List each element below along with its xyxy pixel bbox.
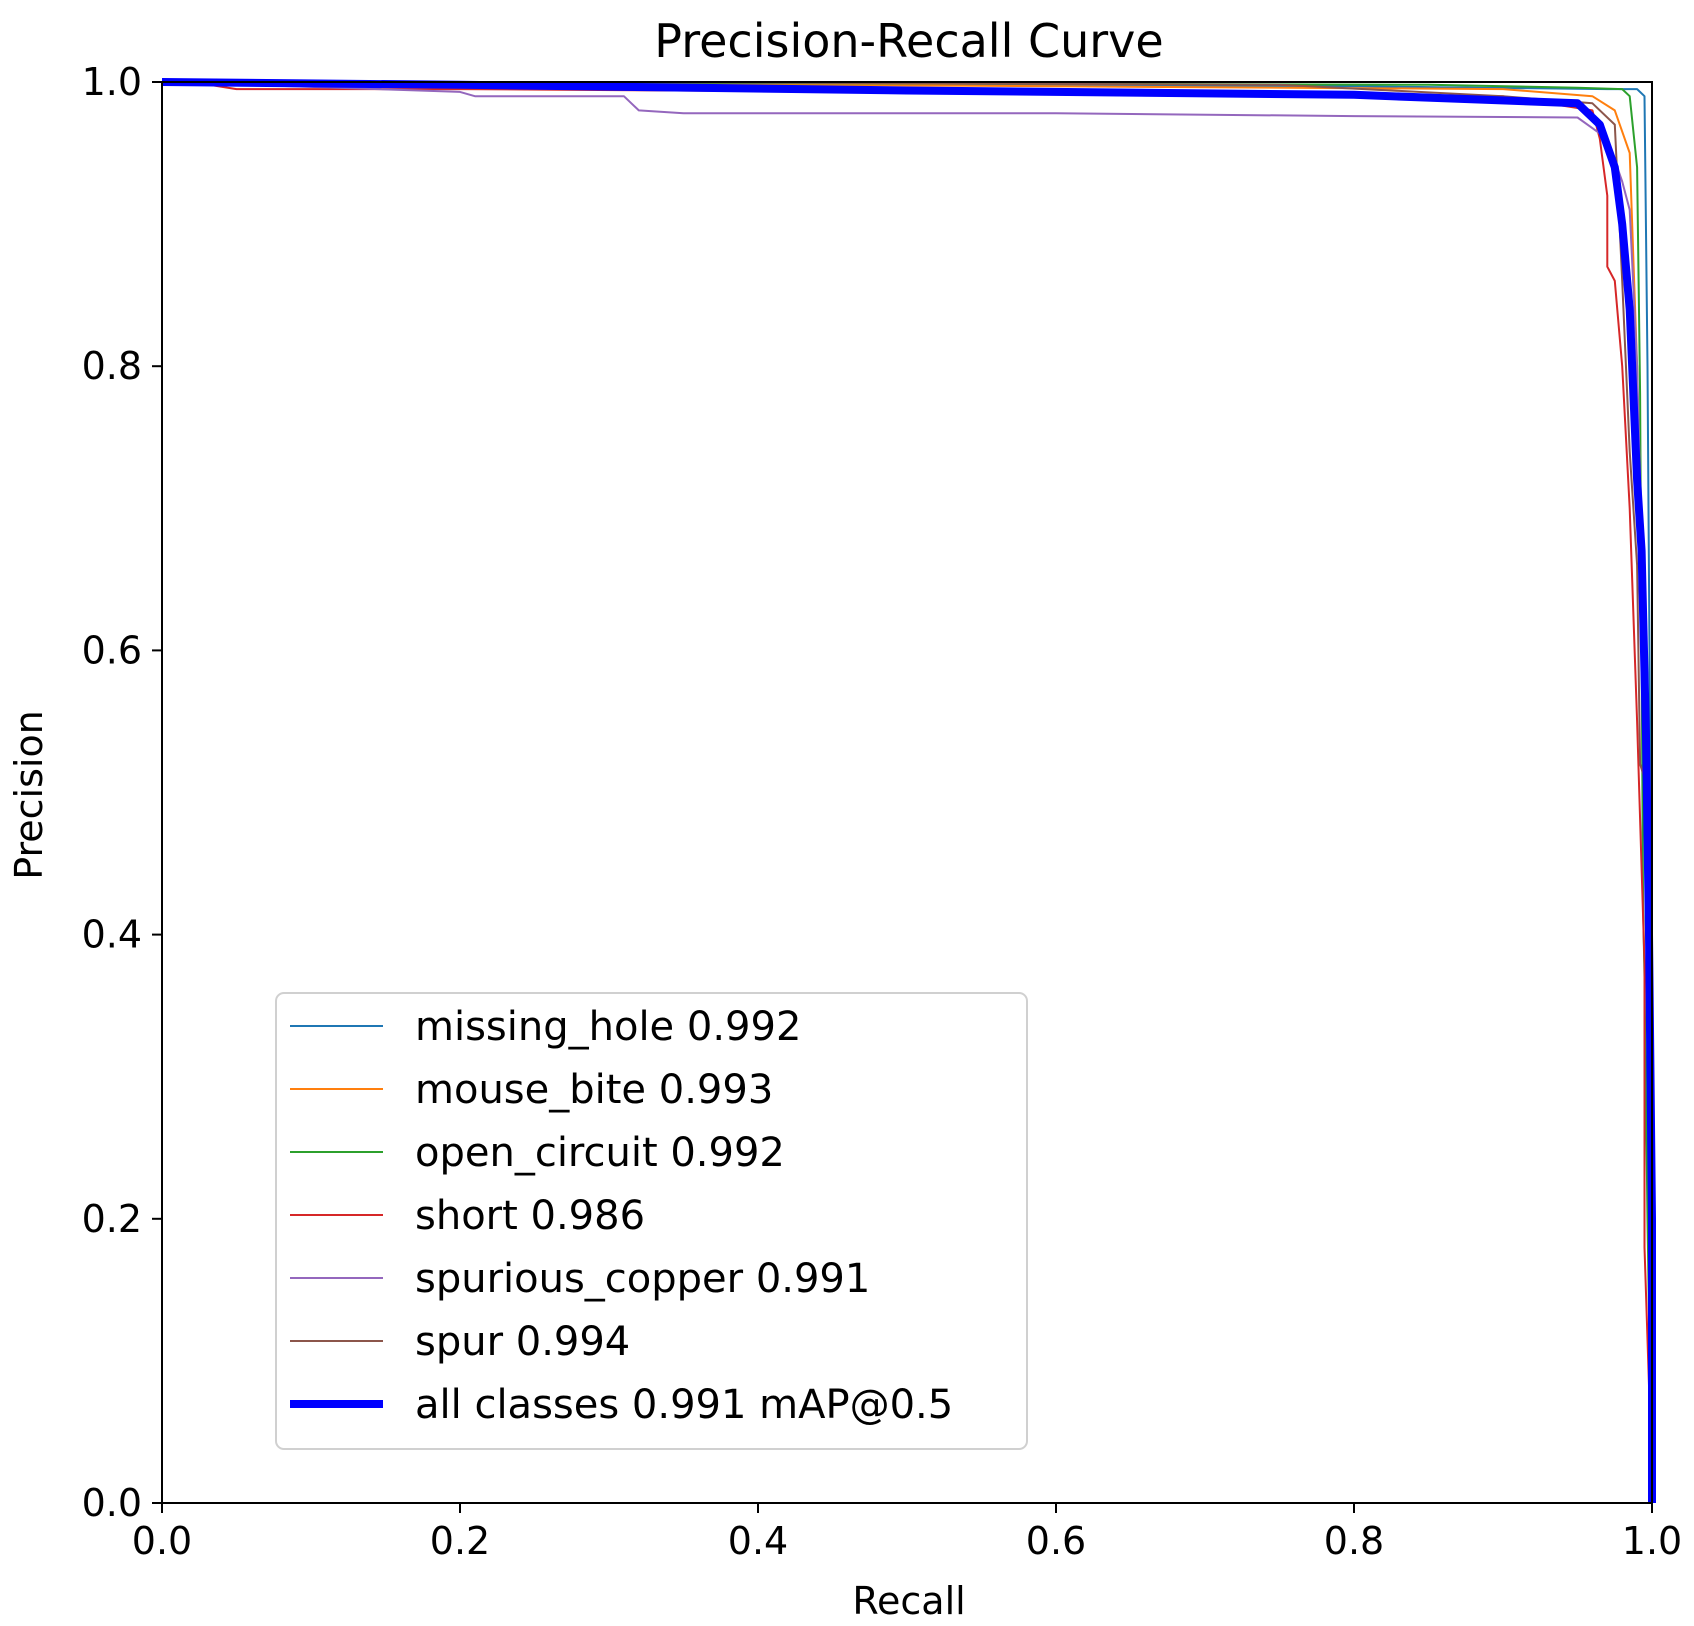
x-tick-label: 0.6 [1026,1519,1086,1563]
x-tick-label: 0.2 [430,1519,490,1563]
x-tick-label: 0.4 [728,1519,788,1563]
y-axis-ticks: 0.0 0.2 0.4 0.6 0.8 1.0 [82,60,162,1525]
legend-label: spurious_copper 0.991 [415,1256,870,1302]
y-axis-label: Precision [7,710,51,880]
series-layer [161,78,1656,1504]
x-axis-label: Recall [852,1579,965,1623]
x-tick-label: 1.0 [1622,1519,1682,1563]
plot-frame [161,81,1653,1504]
x-tick-label: 0.0 [132,1519,192,1563]
series-line-short [162,81,1653,1504]
legend-label: spur 0.994 [415,1319,630,1365]
legend-label: all classes 0.991 mAP@0.5 [415,1382,953,1428]
legend-label: open_circuit 0.992 [415,1130,785,1176]
x-tick-label: 0.8 [1324,1519,1384,1563]
legend: missing_hole 0.992 mouse_bite 0.993 open_c… [275,992,1028,1450]
legend-label: missing_hole 0.992 [415,1004,801,1050]
y-tick-label: 0.6 [82,628,142,672]
y-tick-label: 0.0 [82,1481,142,1525]
x-axis-ticks: 0.0 0.2 0.4 0.6 0.8 1.0 [132,1503,1682,1563]
y-tick-label: 1.0 [82,60,142,104]
chart-title: Precision-Recall Curve [654,14,1163,68]
legend-items: missing_hole 0.992 mouse_bite 0.993 open_c… [290,1004,953,1428]
legend-label: mouse_bite 0.993 [415,1067,773,1113]
series-line-all-classes [161,78,1656,1503]
y-tick-label: 0.8 [82,344,142,388]
legend-label: short 0.986 [415,1193,645,1239]
y-tick-label: 0.4 [82,913,142,957]
y-tick-label: 0.2 [82,1197,142,1241]
legend-box [275,992,1028,1450]
